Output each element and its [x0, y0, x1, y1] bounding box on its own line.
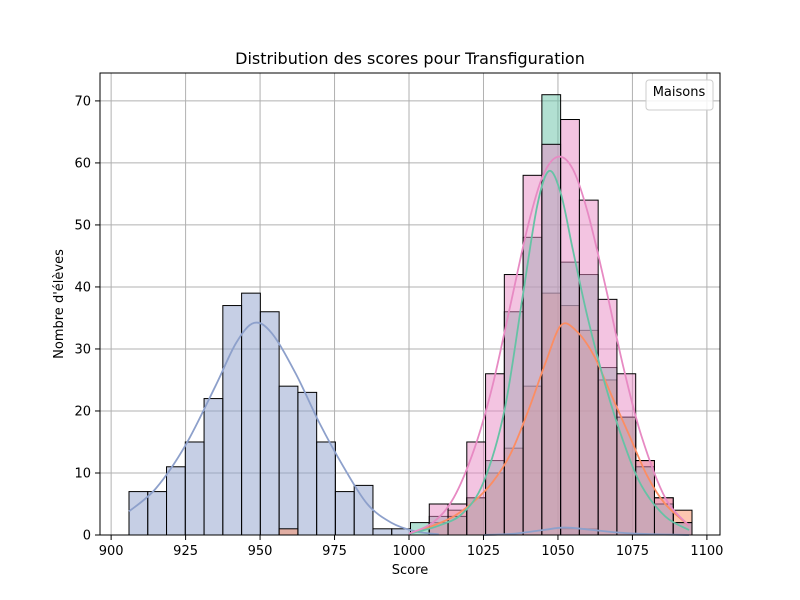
kde-curve: [128, 321, 439, 536]
kde-curve: [483, 526, 690, 536]
legend-box: [645, 79, 714, 111]
histogram-bar: [541, 143, 562, 536]
kde-curve: [408, 322, 690, 535]
x-tick-label: 1100: [690, 544, 723, 559]
histogram-bar: [466, 441, 487, 536]
x-tick-label: 1075: [616, 544, 649, 559]
x-tick-label: 900: [99, 544, 124, 559]
histogram-bar: [259, 311, 280, 536]
histogram-bar: [428, 503, 449, 536]
y-axis-label: Nombre d'élèves: [52, 249, 67, 359]
kde-curves: [128, 155, 690, 536]
histogram-bar: [353, 484, 374, 536]
histogram-bar: [203, 398, 224, 536]
histogram-bar: [184, 441, 205, 536]
histogram-bar: [316, 441, 336, 536]
y-tick-label: 50: [74, 218, 91, 233]
histogram-bar: [372, 528, 393, 536]
x-axis-ticks: 900 925 950 975 1000 1025 1050 1075 1100: [99, 535, 723, 559]
y-tick-label: 30: [74, 342, 91, 357]
x-tick-label: 925: [173, 544, 198, 559]
x-tick-label: 1050: [541, 544, 574, 559]
kde-curve: [408, 169, 690, 535]
histogram-bar: [485, 373, 505, 536]
histogram-bar: [297, 391, 318, 536]
x-tick-label: 975: [322, 544, 347, 559]
histogram-bars: [128, 94, 693, 536]
histogram-bar: [578, 199, 599, 536]
histogram-bar: [241, 292, 261, 536]
plot-frame: [99, 72, 721, 536]
x-axis-label: Score: [392, 563, 428, 578]
y-tick-label: 60: [74, 156, 91, 171]
histogram-bar: [560, 119, 580, 536]
x-tick-label: 1000: [392, 544, 425, 559]
y-tick-label: 40: [74, 280, 91, 295]
histogram-bar: [166, 466, 186, 536]
x-tick-label: 950: [248, 544, 273, 559]
histogram-bar: [278, 385, 299, 536]
y-tick-label: 20: [74, 404, 91, 419]
legend: Maisons: [645, 79, 714, 111]
x-tick-label: 1025: [467, 544, 500, 559]
chart-title: Distribution des scores pour Transfigura…: [235, 49, 585, 68]
histogram-bar: [616, 373, 637, 536]
legend-title: Maisons: [653, 85, 706, 100]
histogram-bar: [334, 491, 355, 536]
histogram-bar: [147, 491, 168, 536]
y-tick-label: 10: [74, 466, 91, 481]
y-axis-ticks: 0 10 20 30 40 50 60 70: [74, 94, 100, 544]
y-tick-label: 70: [74, 94, 91, 109]
y-tick-label: 0: [83, 529, 91, 544]
histogram-bar: [278, 528, 299, 536]
kde-curve: [408, 155, 690, 535]
